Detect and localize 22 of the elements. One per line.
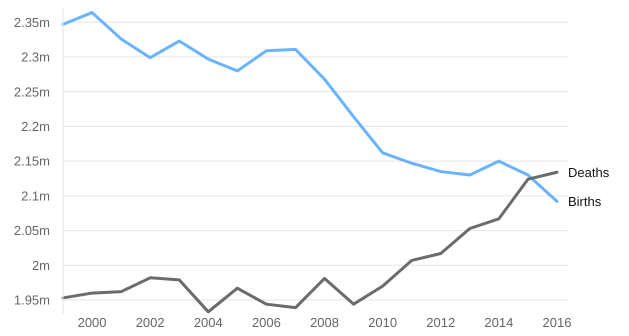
y-tick-label: 2.05m [14,223,50,238]
y-tick-label: 2.25m [14,84,50,100]
y-tick-label: 2.3m [21,50,50,65]
y-tick-label: 2m [32,258,50,273]
series-label: Deaths [568,164,610,180]
x-tick-label: 2004 [194,315,223,330]
line-series [62,170,558,314]
y-tick-label: 1.95m [14,292,50,308]
y-tick-label: 2.35m [14,14,50,30]
line-series [62,11,558,203]
x-tick-label: 2014 [484,315,514,330]
x-tick-label: 2008 [310,315,339,330]
x-tick-label: 2002 [136,315,165,330]
y-tick-label: 2.1m [21,188,50,204]
x-tick-label: 2016 [542,315,572,330]
x-tick-label: 2006 [252,315,281,330]
x-tick-label: 2000 [78,315,107,330]
y-tick-label: 2.15m [14,154,50,169]
x-tick-label: 2012 [426,315,456,330]
y-tick-label: 2.2m [21,118,50,134]
x-tick-label: 2010 [368,315,398,330]
series-label: Births [568,194,602,209]
